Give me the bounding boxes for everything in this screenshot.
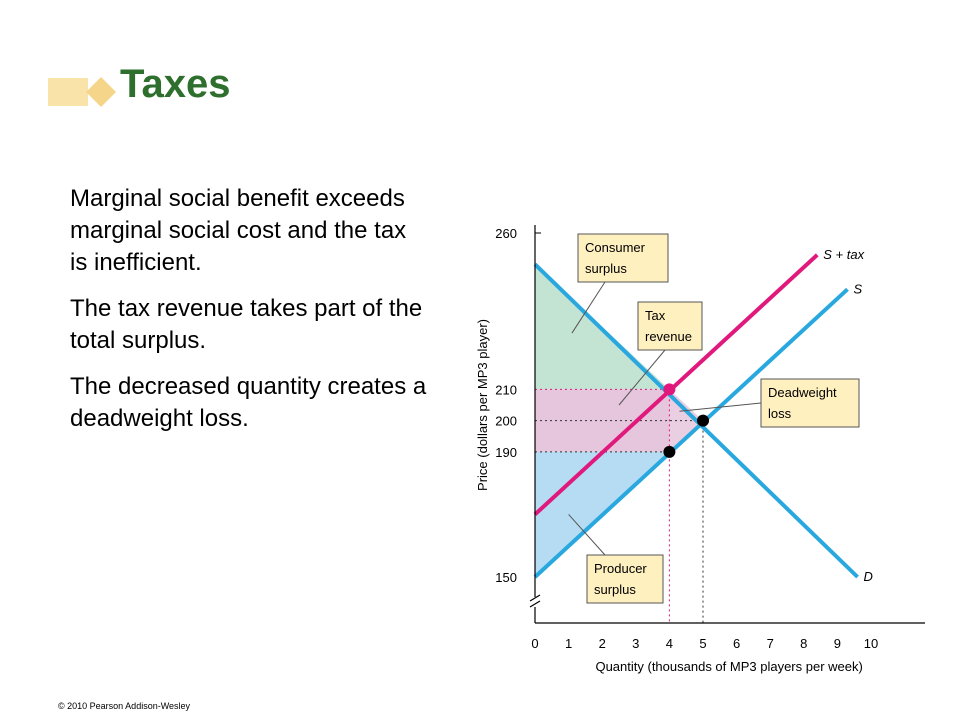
x-tick-label-3: 3 bbox=[632, 636, 639, 651]
y-tick-label-190: 190 bbox=[495, 445, 517, 460]
deadweight-loss-callout-leader bbox=[679, 402, 762, 412]
supply-curve-label: S bbox=[853, 281, 862, 296]
x-tick-label-2: 2 bbox=[599, 636, 606, 651]
producer-surplus-callout-text-1: surplus bbox=[594, 582, 636, 597]
tax-revenue-callout-text-0: Tax bbox=[645, 308, 666, 323]
tax-chart: D S S + tax 150 190 200 210 260 0 1 2 3 4 5 6 7 8 9 10Quan… bbox=[475, 225, 925, 674]
demand-curve-label: D bbox=[864, 569, 873, 584]
x-tick-label-10: 10 bbox=[864, 636, 878, 651]
x-tick-label-7: 7 bbox=[767, 636, 774, 651]
consumer-surplus-callout-box bbox=[577, 233, 669, 283]
paragraph-inefficiency: Marginal social benefit exceeds marginal… bbox=[70, 185, 407, 276]
deadweight-loss-callout-text-0: Deadweight bbox=[768, 385, 837, 400]
y-tick-label-210: 210 bbox=[495, 382, 517, 397]
tax-revenue-callout-text-1: revenue bbox=[645, 329, 692, 344]
paragraph-deadweight: The decreased quantity creates a deadwei… bbox=[70, 373, 427, 432]
tax-revenue-region bbox=[535, 389, 670, 452]
deadweight-loss-callout-box bbox=[760, 378, 860, 428]
consumer-surplus-callout-text-0: Consumer bbox=[585, 240, 646, 255]
supply-plus-tax-label: S + tax bbox=[823, 247, 864, 262]
x-tick-label-8: 8 bbox=[800, 636, 807, 651]
producer-surplus-callout-leader bbox=[568, 514, 606, 556]
slide-title: Taxes bbox=[120, 62, 231, 106]
x-tick-label-1: 1 bbox=[565, 636, 572, 651]
point-tax-price bbox=[663, 383, 676, 396]
deadweight-loss-callout-text-1: loss bbox=[768, 406, 792, 421]
title-decoration-icon bbox=[48, 77, 116, 107]
tax-revenue-callout-leader bbox=[618, 349, 666, 406]
consumer-surplus-callout-leader bbox=[571, 281, 606, 334]
point-seller-price bbox=[663, 445, 676, 458]
point-equilibrium bbox=[697, 414, 709, 427]
x-tick-label-0: 0 bbox=[531, 636, 538, 651]
paragraph-tax-revenue: The tax revenue takes part of the total … bbox=[70, 295, 423, 354]
x-tick-label-4: 4 bbox=[666, 636, 673, 651]
consumer-surplus-callout-text-1: surplus bbox=[585, 261, 627, 276]
supply-plus-tax-curve bbox=[533, 253, 819, 516]
producer-surplus-callout-box bbox=[586, 554, 664, 604]
y-tick-label-150: 150 bbox=[495, 570, 517, 585]
x-tick-label-9: 9 bbox=[834, 636, 841, 651]
demand-curve bbox=[533, 262, 859, 579]
bullet-text-block: Marginal social benefit exceeds marginal… bbox=[70, 183, 430, 449]
tax-revenue-callout-box bbox=[637, 301, 703, 351]
y-tick-label-200: 200 bbox=[495, 414, 517, 429]
y-axis-title: Price (dollars per MP3 player) bbox=[475, 319, 490, 491]
axis-break-mark-1 bbox=[529, 594, 541, 602]
supply-curve bbox=[533, 287, 849, 579]
x-tick-label-5: 5 bbox=[699, 636, 706, 651]
x-axis-title: Quantity (thousands of MP3 players per w… bbox=[595, 659, 862, 674]
copyright-notice: © 2010 Pearson Addison-Wesley bbox=[58, 701, 191, 711]
axis-break-mark-2 bbox=[529, 600, 541, 608]
y-tick-label-260: 260 bbox=[495, 226, 517, 241]
producer-surplus-callout-text-0: Producer bbox=[594, 561, 647, 576]
x-tick-label-6: 6 bbox=[733, 636, 740, 651]
